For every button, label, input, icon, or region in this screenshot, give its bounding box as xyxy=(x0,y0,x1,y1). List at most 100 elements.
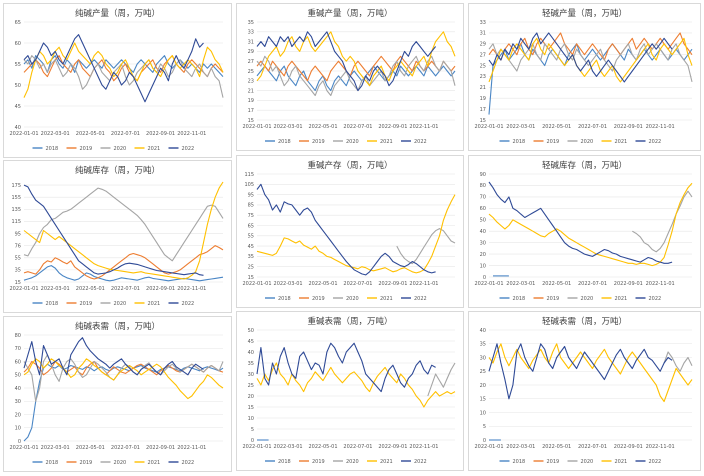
x-tick-label: 2022-01-01 xyxy=(242,124,271,130)
y-tick-label: 25 xyxy=(248,265,254,271)
series-line-2022 xyxy=(23,34,204,103)
chart-title: 轻碱表需（周，万吨） xyxy=(541,317,627,327)
chart-title: 纯碱表需（周，万吨） xyxy=(74,322,160,332)
x-tick-label: 2022-11-01 xyxy=(409,124,438,130)
legend-label-2018: 2018 xyxy=(46,460,59,466)
y-tick-label: 17 xyxy=(248,108,254,114)
series-line-2022 xyxy=(256,342,436,393)
chart-panel-light-ash-inventory: 轻碱库存（周，万吨） 0 10 20 30 40 50 60 70 80 90 2022-01-01… xyxy=(468,155,701,308)
y-tick-label: 50 xyxy=(15,373,21,379)
y-tick-label: 85 xyxy=(248,203,254,209)
legend-label-2019: 2019 xyxy=(312,296,325,302)
series-line-2020 xyxy=(256,55,456,97)
series-line-2022 xyxy=(23,184,204,276)
legend-label-2019: 2019 xyxy=(80,146,93,152)
series-line-2022 xyxy=(256,183,436,276)
x-tick-label: 2022-07-01 xyxy=(578,124,607,130)
y-tick-label: 20 xyxy=(15,412,21,418)
x-tick-label: 2022-11-01 xyxy=(409,281,438,287)
legend-label-2022: 2022 xyxy=(649,296,662,302)
x-tick-label: 2022-01-01 xyxy=(242,281,271,287)
chart-svg: 15 35 55 76 95 115 135 155 175 2022-01-01 2022-03-… xyxy=(9,181,224,307)
x-tick-label: 2022-07-01 xyxy=(343,281,372,287)
series-line-2022 xyxy=(23,337,204,376)
legend-label-2019: 2019 xyxy=(312,459,325,465)
y-tick-label: 10 xyxy=(480,410,486,416)
legend-label-2021: 2021 xyxy=(148,460,161,466)
y-tick-label: 10 xyxy=(480,263,486,269)
legend-label-2019: 2019 xyxy=(312,139,325,145)
y-tick-label: 0 xyxy=(483,275,486,281)
y-tick-label: 0 xyxy=(18,439,21,445)
y-tick-label: 95 xyxy=(15,231,21,237)
legend-label-2020: 2020 xyxy=(114,146,127,152)
y-tick-label: 35 xyxy=(248,20,254,26)
x-tick-label: 2022-01-01 xyxy=(242,444,271,450)
y-tick-label: 35 xyxy=(248,254,254,260)
x-tick-label: 2022-09-01 xyxy=(614,281,643,287)
series-line-2022 xyxy=(488,181,673,264)
series-line-2018 xyxy=(488,43,693,115)
x-tick-label: 2022-11-01 xyxy=(177,445,206,451)
y-tick-label: 80 xyxy=(480,183,486,189)
chart-panel-soda-ash-demand: 纯碱表需（周，万吨） 0 10 20 30 40 50 60 70 80 2022-01-01 20… xyxy=(3,316,232,472)
y-tick-label: 25 xyxy=(248,383,254,389)
chart-title: 轻碱库存（周，万吨） xyxy=(541,161,627,171)
y-tick-label: 35 xyxy=(248,361,254,367)
series-line-2021 xyxy=(256,362,456,408)
chart-title: 轻碱产量（周，万吨） xyxy=(541,9,627,19)
y-tick-label: 29 xyxy=(480,42,486,48)
y-tick-label: 155 xyxy=(11,195,21,201)
chart-panel-dense-ash-demand: 重碱表需（周，万吨） 0 5 10 15 20 25 30 35 40 45 50 2022-01-0… xyxy=(236,311,464,471)
series-line-2021 xyxy=(23,181,224,280)
chart-panel-light-ash-output: 轻碱产量（周，万吨） 15 17 19 21 23 25 27 29 31 33 2022-01-0… xyxy=(468,3,701,151)
series-line-2021 xyxy=(488,37,693,83)
x-tick-label: 2022-03-01 xyxy=(41,445,70,451)
chart-title: 纯碱产量（周，万吨） xyxy=(74,9,160,19)
x-tick-label: 2022-07-01 xyxy=(578,444,607,450)
y-tick-label: 55 xyxy=(15,62,21,68)
y-tick-label: 175 xyxy=(11,183,21,189)
y-tick-label: 27 xyxy=(480,52,486,58)
x-tick-label: 2022-09-01 xyxy=(614,444,643,450)
x-tick-label: 2022-07-01 xyxy=(111,131,140,137)
x-tick-label: 2022-05-01 xyxy=(308,281,337,287)
series-line-2020 xyxy=(23,55,224,98)
x-tick-label: 2022-11-01 xyxy=(646,444,675,450)
y-tick-label: 30 xyxy=(480,355,486,361)
x-tick-label: 2022-09-01 xyxy=(614,124,643,130)
legend-label-2022: 2022 xyxy=(182,146,195,152)
chart-panel-soda-ash-inventory: 纯碱库存（周，万吨） 15 35 55 76 95 115 135 155 175 2022-01… xyxy=(3,160,232,313)
y-tick-label: 21 xyxy=(248,88,254,94)
y-tick-label: 15 xyxy=(248,118,254,124)
series-line-2020 xyxy=(663,351,693,372)
series-line-2022 xyxy=(256,31,437,92)
x-tick-label: 2022-05-01 xyxy=(76,131,105,137)
y-tick-label: 65 xyxy=(15,20,21,26)
y-tick-label: 27 xyxy=(248,59,254,65)
chart-panel-dense-ash-inventory: 重碱产存（周，万吨） 15 25 35 45 55 65 75 85 95 105 115 2022-… xyxy=(236,155,464,308)
chart-panel-light-ash-demand: 轻碱表需（周，万吨） 0 5 10 15 20 25 30 35 40 2022-01-01 202… xyxy=(468,311,701,471)
y-tick-label: 35 xyxy=(15,268,21,274)
y-tick-label: 33 xyxy=(248,30,254,36)
y-tick-label: 23 xyxy=(248,79,254,85)
y-tick-label: 76 xyxy=(15,243,21,249)
y-tick-label: 25 xyxy=(480,369,486,375)
series-line-2018 xyxy=(23,363,224,442)
x-tick-label: 2022-07-01 xyxy=(111,445,140,451)
y-tick-label: 33 xyxy=(480,20,486,26)
series-line-2021 xyxy=(488,343,693,403)
legend-label-2022: 2022 xyxy=(414,296,427,302)
x-tick-label: 2022-01-01 xyxy=(9,131,38,137)
x-tick-label: 2022-05-01 xyxy=(542,124,571,130)
x-tick-label: 2022-03-01 xyxy=(506,124,535,130)
legend-label-2018: 2018 xyxy=(278,139,291,145)
legend-label-2021: 2021 xyxy=(380,459,393,465)
y-tick-label: 21 xyxy=(480,85,486,91)
series-line-2020 xyxy=(427,362,456,397)
x-tick-label: 2022-03-01 xyxy=(274,281,303,287)
y-tick-label: 20 xyxy=(480,252,486,258)
y-tick-label: 0 xyxy=(483,438,486,444)
y-tick-label: 17 xyxy=(480,107,486,113)
x-tick-label: 2022-05-01 xyxy=(542,444,571,450)
